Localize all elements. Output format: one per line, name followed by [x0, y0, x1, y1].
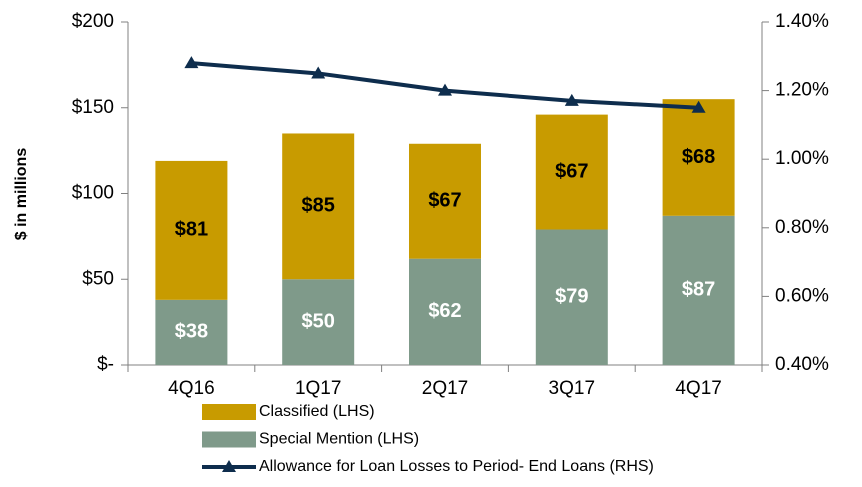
bar-segment	[155, 160, 228, 300]
bar-segment	[409, 258, 481, 365]
legend-label: Classified (LHS)	[259, 403, 375, 420]
y-tick-label: $100	[72, 183, 114, 204]
bar-segment	[535, 114, 608, 230]
legend-label: Special Mention (LHS)	[259, 431, 419, 448]
x-tick-label: 3Q17	[549, 378, 595, 399]
data-label: $79	[555, 286, 588, 308]
y2-tick-label: 1.40%	[775, 11, 829, 32]
data-label: $38	[175, 321, 208, 343]
data-label: $62	[428, 300, 461, 322]
bar-segment	[282, 279, 355, 365]
bar-segment	[282, 133, 355, 280]
x-tick-label: 2Q17	[422, 378, 468, 399]
legend-swatch	[222, 460, 236, 472]
line-marker	[691, 100, 706, 113]
data-label: $50	[302, 310, 335, 332]
y2-tick-label: 0.80%	[775, 217, 829, 238]
data-label: $67	[428, 189, 461, 211]
legend-label: Allowance for Loan Losses to Period- End…	[259, 458, 654, 475]
y-tick-label: $50	[82, 268, 114, 289]
y2-tick-label: 0.40%	[775, 354, 829, 375]
line-marker	[184, 56, 199, 69]
y-axis-label: $ in millions	[13, 148, 30, 241]
bar-segment	[155, 299, 228, 365]
bar-segment	[409, 143, 481, 259]
y-tick-label: $200	[72, 11, 114, 32]
data-label: $67	[555, 160, 588, 182]
data-label: $68	[682, 146, 715, 168]
bar-segment	[662, 99, 735, 216]
data-label: $87	[682, 279, 715, 301]
x-tick-label: 1Q17	[295, 378, 341, 399]
y2-tick-label: 0.60%	[775, 285, 829, 306]
x-tick-label: 4Q17	[675, 378, 721, 399]
y-tick-label: $150	[72, 97, 114, 118]
line-marker	[564, 93, 579, 106]
line-marker	[438, 83, 452, 96]
x-tick-label: 4Q16	[168, 378, 214, 399]
legend-swatch	[202, 404, 256, 420]
bar-segment	[535, 229, 608, 365]
y2-tick-label: 1.00%	[775, 148, 829, 169]
data-label: $85	[302, 195, 335, 217]
bar-segment	[662, 215, 735, 365]
legend-swatch	[202, 431, 256, 448]
data-label: $81	[175, 219, 208, 241]
y2-tick-label: 1.20%	[775, 80, 829, 101]
line-marker	[311, 66, 326, 79]
y-tick-label: $-	[97, 354, 114, 375]
